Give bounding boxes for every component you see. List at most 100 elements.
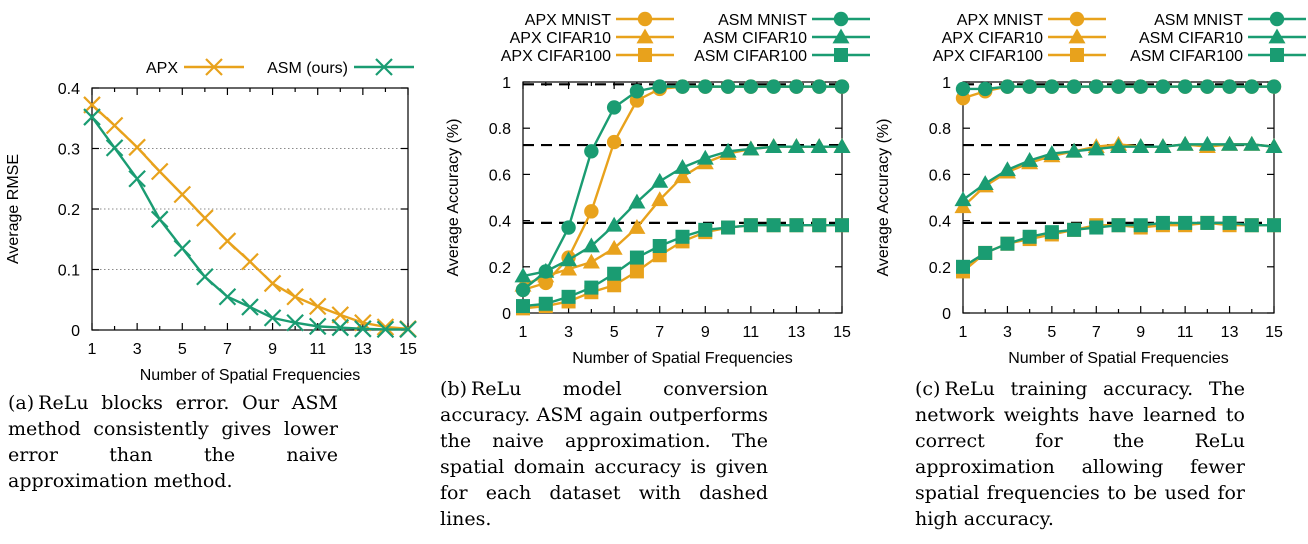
legend-label: APX CIFAR100 (933, 48, 1043, 65)
y-axis-label: Average RMSE (5, 154, 22, 264)
y-tick-label: 0.2 (58, 202, 80, 219)
data-point (1021, 152, 1039, 167)
data-point (263, 309, 282, 327)
legend-label: ASM CIFAR10 (703, 30, 807, 47)
x-tick-label: 15 (833, 324, 851, 341)
x-tick-label: 15 (399, 341, 417, 358)
caption-c-label: (c) (915, 378, 941, 400)
data-point (696, 149, 714, 165)
legend-label: ASM MNIST (1154, 12, 1243, 29)
x-tick-label: 7 (1092, 324, 1101, 341)
figure-panel-a: 0 0.1 0.2 0.3 0.4 1 3 5 7 9 11 13 15 Number of Spatia… (0, 0, 430, 544)
data-point (1178, 215, 1193, 230)
y-tick-label: 0.6 (929, 167, 951, 184)
data-point (812, 218, 827, 233)
x-tick-label: 5 (178, 341, 187, 358)
data-point (83, 108, 101, 126)
data-point (1089, 79, 1104, 94)
legend-marker (1270, 48, 1284, 62)
data-point (399, 320, 417, 339)
data-point (1155, 215, 1170, 230)
data-point (629, 84, 645, 99)
caption-c: (c) ReLu training accuracy. The network w… (915, 376, 1245, 532)
data-point (743, 218, 758, 233)
data-point (605, 216, 623, 232)
data-point (150, 162, 169, 181)
legend-marker (1269, 11, 1285, 27)
data-point (1044, 225, 1059, 240)
legend-label: APX (146, 60, 178, 77)
data-point (331, 306, 350, 324)
data-point (1176, 135, 1194, 151)
data-point (1198, 135, 1216, 151)
data-point (376, 318, 395, 336)
legend-label: APX MNIST (525, 12, 611, 29)
y-tick-label: 0.4 (929, 214, 951, 231)
y-tick-label: 0 (942, 306, 951, 323)
x-tick-label: 5 (1047, 324, 1056, 341)
legend-label: ASM CIFAR100 (1130, 48, 1243, 65)
data-point (698, 79, 713, 94)
legend-entry: ASM CIFAR100 (1130, 48, 1306, 65)
legend-entry: APX CIFAR10 (942, 28, 1106, 47)
data-point (1022, 229, 1037, 244)
data-point (561, 289, 576, 304)
caption-a: (a) ReLu blocks error. Our ASM method con… (8, 390, 338, 494)
data-point (674, 168, 691, 184)
data-point (954, 191, 972, 207)
x-tick-label: 7 (223, 341, 232, 358)
legend-entry: APX (146, 58, 244, 77)
data-point (629, 250, 644, 265)
data-point (286, 287, 304, 306)
data-point (1065, 142, 1083, 158)
data-point (652, 239, 667, 254)
legend-marker (832, 28, 850, 44)
data-point (674, 158, 691, 174)
legend-marker (1268, 28, 1286, 44)
data-point (241, 298, 259, 316)
data-point (560, 260, 578, 276)
data-point (196, 267, 214, 286)
series-asm-mnist (955, 79, 1282, 97)
data-point (1111, 79, 1126, 94)
series-asm-cifar10 (514, 138, 851, 283)
data-point (628, 193, 646, 209)
data-point (789, 218, 804, 233)
caption-b: (b) ReLu model conversion accuracy. ASM a… (440, 376, 768, 532)
legend-entry: APX MNIST (957, 11, 1106, 29)
data-point (787, 138, 805, 154)
legend-label: APX CIFAR10 (510, 30, 611, 47)
data-point (605, 239, 623, 255)
data-point (835, 218, 849, 233)
data-point (1265, 138, 1283, 154)
caption-b-label: (b) (440, 378, 467, 400)
data-point (1089, 220, 1104, 235)
data-point (651, 172, 669, 188)
data-point (514, 267, 532, 283)
data-point (606, 100, 622, 115)
data-point (720, 79, 736, 94)
data-point (1244, 218, 1259, 233)
data-point (789, 79, 804, 94)
data-point (1266, 79, 1282, 94)
data-point (582, 237, 600, 253)
legend-label: APX CIFAR100 (501, 48, 611, 65)
data-point (308, 317, 327, 336)
data-point (1133, 218, 1148, 233)
x-tick-label: 1 (88, 341, 97, 358)
data-point (998, 161, 1016, 177)
y-tick-label: 0.4 (489, 214, 511, 231)
x-tick-label: 11 (309, 341, 326, 358)
data-point (766, 218, 781, 233)
caption-b-text: ReLu model conversion accuracy. ASM agai… (440, 378, 768, 530)
data-point (833, 138, 851, 154)
data-point (628, 219, 646, 234)
x-tick-label: 1 (519, 324, 528, 341)
x-axis-label: Number of Spatial Frequencies (572, 350, 793, 367)
x-tick-label: 1 (959, 324, 968, 341)
legend-marker (636, 28, 654, 44)
data-point (675, 229, 690, 244)
y-tick-label: 0.1 (58, 263, 80, 280)
legend-marker (1069, 11, 1085, 27)
